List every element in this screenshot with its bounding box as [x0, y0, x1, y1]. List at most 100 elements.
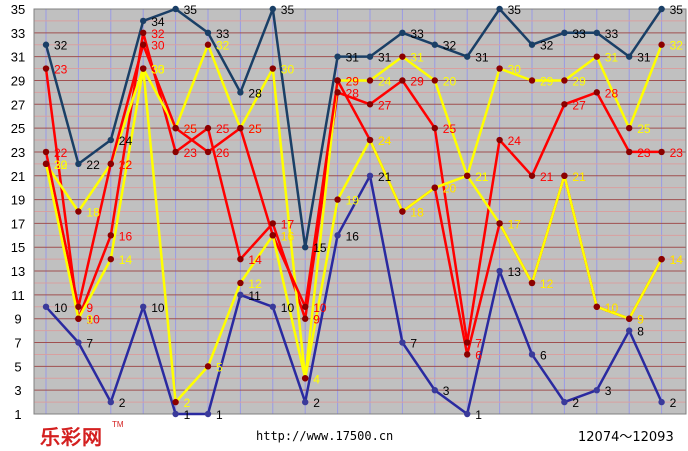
data-point: [269, 5, 276, 13]
data-point: [204, 363, 212, 370]
data-point: [366, 172, 374, 179]
data-label: 3: [443, 384, 450, 398]
site-logo: 乐彩网: [40, 425, 103, 449]
data-point: [496, 136, 503, 144]
issue-range: 12074～12093: [578, 430, 674, 445]
data-label: 31: [346, 51, 360, 65]
data-label: 10: [605, 301, 619, 315]
data-point: [464, 339, 471, 346]
y-tick-label: 23: [11, 145, 25, 160]
y-tick-label: 27: [11, 97, 25, 112]
data-label: 34: [151, 15, 165, 29]
data-point: [626, 53, 633, 60]
data-point: [626, 124, 633, 132]
data-label: 30: [151, 63, 165, 77]
data-label: 33: [410, 27, 424, 41]
data-point: [528, 351, 536, 358]
data-point: [269, 303, 276, 310]
data-label: 20: [443, 182, 457, 196]
data-point: [496, 5, 503, 13]
data-label: 18: [410, 206, 424, 220]
data-label: 24: [378, 134, 392, 148]
data-label: 30: [151, 39, 165, 53]
data-label: 9: [637, 313, 644, 327]
data-point: [593, 303, 600, 310]
data-label: 24: [378, 74, 392, 88]
data-point: [593, 53, 600, 60]
data-label: 35: [508, 3, 522, 17]
data-label: 25: [184, 122, 198, 136]
data-point: [75, 315, 82, 322]
y-tick-label: 3: [14, 383, 21, 398]
data-point: [172, 5, 179, 13]
data-label: 22: [54, 158, 68, 172]
y-tick-label: 17: [11, 216, 25, 231]
data-label: 4: [313, 372, 320, 386]
data-label: 24: [508, 134, 522, 148]
data-label: 21: [475, 170, 489, 184]
data-point: [204, 41, 212, 48]
data-label: 1: [216, 408, 223, 422]
y-tick-label: 9: [14, 312, 21, 327]
data-point: [75, 160, 82, 168]
data-label: 13: [508, 265, 522, 279]
data-point: [204, 29, 212, 37]
y-tick-label: 25: [11, 121, 25, 136]
data-label: 33: [151, 63, 165, 77]
data-label: 28: [248, 86, 262, 100]
y-tick-label: 7: [14, 336, 21, 351]
data-label: 31: [605, 51, 619, 65]
y-tick-label: 33: [11, 26, 25, 41]
series-line: [44, 43, 663, 380]
data-label: 29: [572, 74, 586, 88]
data-label: 27: [572, 98, 586, 112]
data-point: [334, 77, 341, 84]
y-tick-label: 15: [11, 240, 25, 255]
data-point: [528, 279, 536, 287]
data-label: 20: [443, 74, 457, 88]
data-label: 25: [637, 122, 651, 136]
data-label: 21: [572, 170, 586, 184]
data-point: [237, 291, 244, 299]
data-label: 29: [346, 74, 360, 88]
data-point: [561, 101, 568, 108]
data-point: [269, 65, 276, 72]
data-label: 33: [605, 27, 619, 41]
data-point: [658, 41, 665, 48]
data-point: [561, 172, 568, 179]
data-label: 2: [119, 396, 126, 410]
data-point: [464, 172, 471, 179]
data-point: [334, 53, 341, 60]
data-point: [528, 77, 536, 84]
data-label: 2: [670, 396, 677, 410]
data-label: 2: [572, 396, 579, 410]
data-point: [626, 148, 633, 156]
data-point: [658, 5, 665, 13]
data-label: 31: [637, 51, 651, 65]
data-label: 22: [86, 158, 100, 172]
data-label: 28: [346, 86, 360, 100]
data-point: [107, 255, 115, 263]
data-label: 31: [378, 51, 392, 65]
data-label: 18: [86, 206, 100, 220]
data-point: [237, 89, 244, 96]
y-tick-label: 21: [11, 169, 25, 184]
data-label: 23: [670, 146, 684, 160]
data-label: 12: [540, 277, 554, 291]
data-point: [42, 303, 50, 310]
data-point: [302, 303, 309, 310]
y-tick-label: 13: [11, 264, 25, 279]
data-label: 14: [670, 253, 684, 267]
data-label: 29: [346, 74, 360, 88]
data-label: 22: [119, 158, 133, 172]
data-label: 11: [248, 289, 261, 303]
data-point: [75, 339, 82, 346]
data-point: [302, 398, 309, 406]
data-label: 35: [184, 3, 198, 17]
data-point: [593, 386, 600, 394]
data-label: 14: [119, 253, 133, 267]
data-label: 32: [54, 39, 68, 53]
data-point: [140, 303, 147, 310]
data-label: 9: [86, 301, 93, 315]
data-point: [237, 279, 244, 287]
